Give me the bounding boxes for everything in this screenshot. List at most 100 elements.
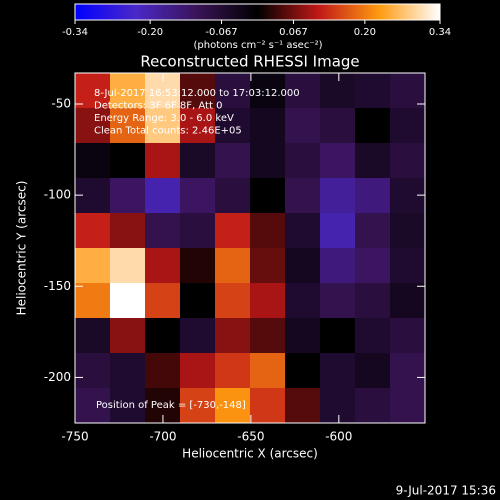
annotation: Clean Total counts: 2.46E+05 <box>94 126 242 137</box>
pixel <box>355 143 391 179</box>
peak-label: Position of Peak = [-730,-148] <box>96 400 246 411</box>
pixel <box>285 388 321 424</box>
pixel <box>285 248 321 284</box>
colorbar-tick-label: 0.20 <box>354 27 376 38</box>
pixel <box>215 283 251 319</box>
pixel <box>285 143 321 179</box>
pixel <box>180 73 216 109</box>
pixel <box>145 318 181 354</box>
pixel <box>320 248 356 284</box>
pixel <box>250 388 286 424</box>
colorbar-tick-label: 0.34 <box>429 27 451 38</box>
pixel <box>215 178 251 214</box>
pixel <box>215 353 251 389</box>
pixel <box>285 283 321 319</box>
pixel <box>355 388 391 424</box>
pixel <box>250 353 286 389</box>
image <box>75 73 426 424</box>
annotation: 8-Jul-2017 16:53:12.000 to 17:03:12.000 <box>94 88 300 99</box>
pixel <box>110 388 146 424</box>
pixel <box>110 353 146 389</box>
pixel <box>180 143 216 179</box>
x-tick-label: -700 <box>149 430 176 444</box>
pixel <box>180 213 216 249</box>
pixel <box>390 178 426 214</box>
colorbar-tick-label: -0.067 <box>205 27 237 38</box>
pixel <box>75 283 111 319</box>
pixel <box>320 143 356 179</box>
pixel <box>215 108 251 144</box>
pixel <box>320 178 356 214</box>
pixel <box>320 353 356 389</box>
y-tick-label: -50 <box>51 96 71 110</box>
pixel <box>390 283 426 319</box>
pixel <box>285 318 321 354</box>
colorbar <box>74 3 441 21</box>
colorbar-tick-label: -0.34 <box>62 27 88 38</box>
pixel <box>390 388 426 424</box>
pixel <box>180 283 216 319</box>
pixel <box>390 73 426 109</box>
pixel <box>145 248 181 284</box>
pixel <box>145 178 181 214</box>
plot-frame <box>74 72 426 424</box>
pixel <box>215 73 251 109</box>
pixel <box>355 353 391 389</box>
pixel <box>355 73 391 109</box>
pixel <box>110 108 146 144</box>
pixel <box>355 318 391 354</box>
pixel <box>250 213 286 249</box>
annotation: Detectors: 3F 6F 8F, Att 0 <box>94 101 222 112</box>
pixel <box>145 143 181 179</box>
pixel <box>250 318 286 354</box>
pixel <box>320 388 356 424</box>
pixel <box>250 178 286 214</box>
pixel <box>110 283 146 319</box>
pixel <box>355 178 391 214</box>
pixel <box>390 108 426 144</box>
x-tick-label: -600 <box>325 430 352 444</box>
pixel <box>110 248 146 284</box>
pixel <box>145 213 181 249</box>
pixel <box>110 213 146 249</box>
pixel <box>75 388 111 424</box>
y-tick-label: -200 <box>44 370 71 384</box>
pixel <box>180 178 216 214</box>
y-tick-label: -100 <box>44 188 71 202</box>
pixel <box>285 178 321 214</box>
pixel <box>75 248 111 284</box>
pixel <box>75 353 111 389</box>
pixel <box>180 353 216 389</box>
pixel <box>180 248 216 284</box>
x-tick-label: -650 <box>237 430 264 444</box>
pixel <box>390 213 426 249</box>
pixel <box>215 143 251 179</box>
pixel <box>75 73 111 109</box>
pixel <box>390 353 426 389</box>
pixel <box>390 318 426 354</box>
pixel <box>355 213 391 249</box>
pixel <box>145 353 181 389</box>
pixel <box>110 178 146 214</box>
pixel <box>215 388 251 424</box>
pixel <box>215 213 251 249</box>
pixel <box>250 73 286 109</box>
pixel <box>320 108 356 144</box>
pixel <box>250 108 286 144</box>
pixel <box>285 108 321 144</box>
pixel <box>250 143 286 179</box>
chart-title: Reconstructed RHESSI Image <box>140 53 359 71</box>
pixel <box>180 108 216 144</box>
pixel <box>320 73 356 109</box>
pixel <box>285 73 321 109</box>
pixel <box>250 283 286 319</box>
pixel <box>320 213 356 249</box>
colorbar-label: (photons cm⁻² s⁻¹ asec⁻²) <box>193 40 322 51</box>
pixel <box>75 143 111 179</box>
pixel <box>180 388 216 424</box>
pixel <box>320 283 356 319</box>
pixel <box>75 318 111 354</box>
x-tick-label: -750 <box>61 430 88 444</box>
